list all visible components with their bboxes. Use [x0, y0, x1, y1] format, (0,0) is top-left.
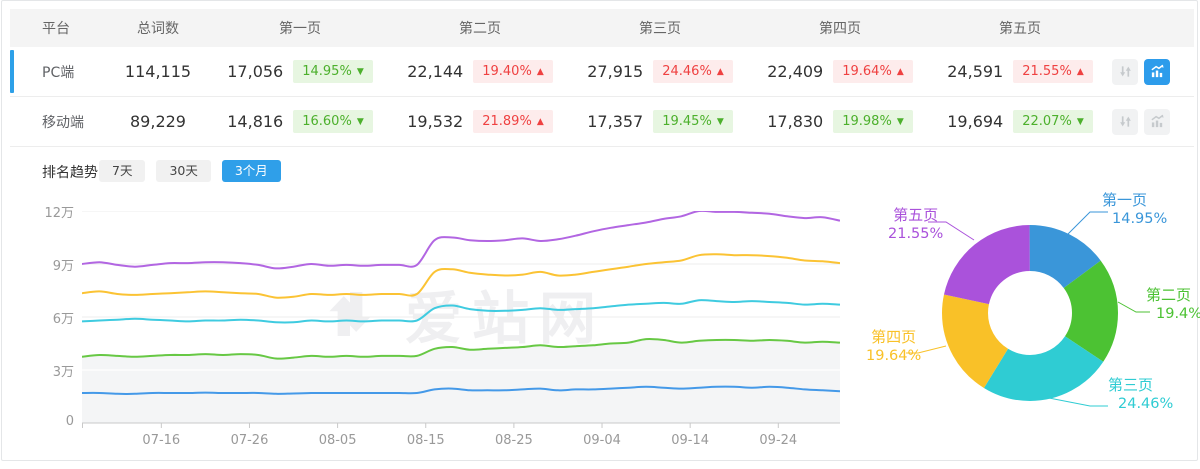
total-words-value: 89,229	[130, 112, 186, 131]
y-tick-label: 9万	[52, 259, 74, 274]
col-page1: 第一页	[279, 21, 321, 37]
change-badge: 24.46% ▲	[653, 60, 733, 83]
donut-leader-line	[906, 345, 947, 354]
donut-slice-第二页	[942, 225, 1118, 401]
tab-30-days[interactable]: 30天	[156, 160, 211, 182]
sort-icon[interactable]	[1112, 108, 1138, 135]
page-share-donut-chart: 第一页 14.95% 第二页 19.4% 第三页 24.46% 第四页 19.64% 第五页 21…	[862, 186, 1200, 430]
donut-leader-line	[1065, 211, 1108, 237]
col-platform: 平台	[42, 21, 70, 37]
aizhan-watermark: 爱站网	[317, 273, 606, 355]
donut-label-第二页: 第二页 19.4%	[1146, 286, 1200, 322]
change-badge: 16.60% ▼	[293, 110, 373, 133]
trend-chart-icon[interactable]	[1144, 58, 1170, 85]
total-words-value: 114,115	[124, 62, 192, 81]
table-row-mobile[interactable]: 移动端 89,229 14,816 16.60% ▼ 19,532 21.89% ▲ 1…	[10, 97, 1194, 147]
table-header: 平台 总词数 第一页 第二页 第三页 第四页 第五页	[10, 9, 1194, 47]
page1-value: 17,056	[227, 62, 284, 81]
page2-value: 22,144	[407, 62, 464, 81]
page3-value: 27,915	[587, 62, 644, 81]
y-tick-label: 12万	[44, 206, 74, 221]
col-total-words: 总词数	[137, 21, 179, 37]
y-tick-label: 3万	[52, 365, 74, 380]
line-series-cyan	[82, 299, 840, 324]
line-series-purple	[82, 211, 840, 270]
x-tick-label: 09-14	[671, 433, 710, 448]
donut-leader-line	[1048, 397, 1108, 407]
rank-trend-line-chart	[82, 211, 840, 429]
platform-name: 移动端	[42, 114, 84, 131]
trend-range-tabs: 7天 30天 3个月	[99, 160, 281, 182]
donut-slice-第五页	[942, 225, 1118, 401]
tab-7-days[interactable]: 7天	[99, 160, 146, 182]
watermark-text: 爱站网	[405, 286, 606, 352]
x-tick-label: 09-04	[583, 433, 621, 448]
x-tick-label: 08-15	[406, 433, 445, 448]
platform-name: PC端	[42, 64, 75, 81]
trend-chart-icon[interactable]	[1144, 108, 1170, 135]
col-page2: 第二页	[459, 21, 501, 37]
col-page4: 第四页	[819, 21, 861, 37]
line-series-blue	[82, 385, 840, 395]
tab-3-months[interactable]: 3个月	[221, 160, 281, 182]
area-green	[82, 338, 840, 423]
trend-section-title: 排名趋势	[42, 165, 98, 181]
line-chart-canvas	[82, 211, 840, 428]
page4-value: 22,409	[767, 62, 824, 81]
page1-value: 14,816	[227, 112, 284, 131]
change-badge: 21.89% ▲	[473, 110, 553, 133]
donut-label-第三页: 第三页 24.46%	[1108, 376, 1174, 412]
donut-slice-第四页	[942, 225, 1118, 401]
col-page5: 第五页	[999, 21, 1041, 37]
donut-slice-第三页	[942, 225, 1118, 401]
col-page3: 第三页	[639, 21, 681, 37]
change-badge: 21.55% ▲	[1013, 60, 1093, 83]
x-tick-label: 07-26	[230, 433, 269, 448]
page5-value: 19,694	[947, 112, 1004, 131]
change-badge: 19.98% ▼	[833, 110, 913, 133]
y-tick-label: 0	[65, 414, 74, 429]
donut-leader-line	[928, 221, 975, 241]
donut-label-第五页: 第五页 21.55%	[888, 206, 944, 242]
line-series-green	[82, 337, 840, 360]
page3-value: 17,357	[587, 112, 644, 131]
x-tick-label: 08-05	[318, 433, 357, 448]
change-badge: 19.64% ▲	[833, 60, 913, 83]
sort-icon[interactable]	[1112, 58, 1138, 85]
page2-value: 19,532	[407, 112, 464, 131]
change-badge: 19.45% ▼	[653, 110, 733, 133]
donut-leader-line	[1117, 301, 1150, 313]
x-tick-label: 09-24	[759, 433, 798, 448]
donut-label-第一页: 第一页 14.95%	[1102, 191, 1168, 227]
donut-label-第四页: 第四页 19.64%	[866, 328, 922, 364]
table-row-pc[interactable]: PC端 114,115 17,056 14.95% ▼ 22,144 19.40% ▲ …	[10, 47, 1194, 97]
change-badge: 14.95% ▼	[293, 60, 373, 83]
y-tick-label: 6万	[52, 312, 74, 327]
page5-value: 24,591	[947, 62, 1004, 81]
selected-row-indicator	[10, 50, 14, 93]
page4-value: 17,830	[767, 112, 824, 131]
donut-canvas	[906, 211, 1150, 407]
x-tick-label: 07-16	[142, 433, 181, 448]
change-badge: 19.40% ▲	[473, 60, 553, 83]
line-series-yellow	[82, 253, 840, 299]
change-badge: 22.07% ▼	[1013, 110, 1093, 133]
x-tick-label: 08-25	[494, 433, 533, 448]
